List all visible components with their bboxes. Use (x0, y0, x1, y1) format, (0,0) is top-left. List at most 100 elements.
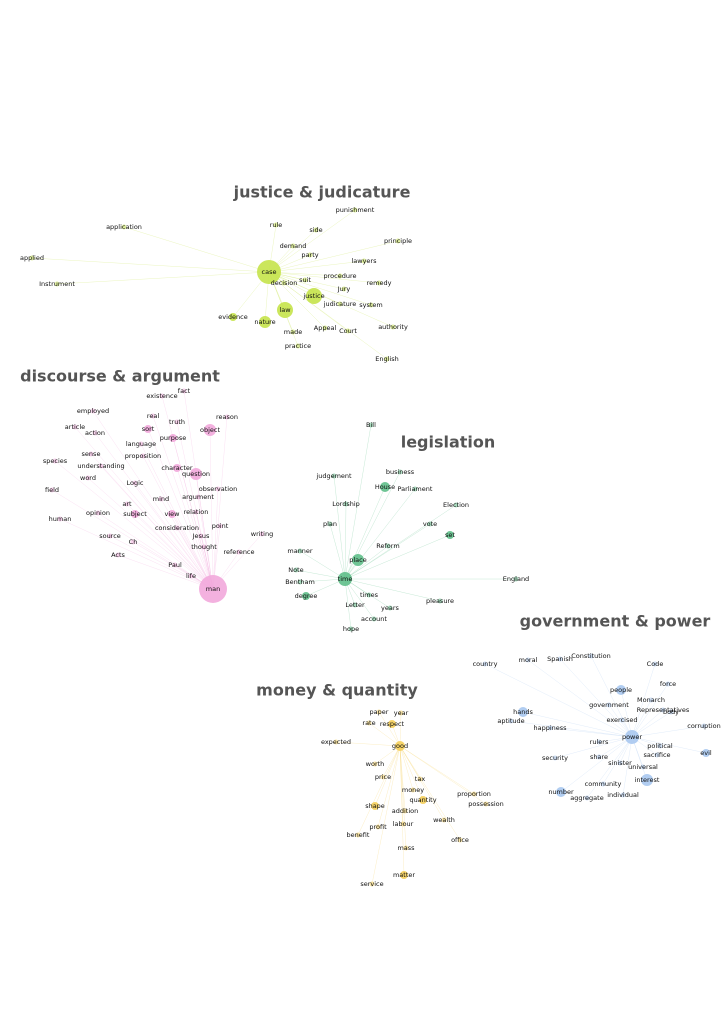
node-dot (617, 760, 623, 766)
edge (522, 711, 633, 738)
edge (378, 711, 401, 747)
node-label: business (386, 468, 415, 476)
node-dot (702, 749, 710, 757)
node-dot (297, 579, 303, 585)
node-label: interest (635, 776, 660, 784)
node-label: thought (191, 543, 217, 551)
node-dot (652, 661, 658, 667)
node-dot (457, 837, 463, 843)
node-label: House (375, 483, 395, 491)
edge (195, 473, 214, 590)
node-dot (172, 562, 178, 568)
node-dot (376, 280, 382, 286)
node-label: case (262, 268, 277, 276)
node-label: set (445, 531, 455, 539)
node-label: evil (700, 749, 712, 757)
node-label: universal (628, 763, 658, 771)
node-dot (72, 424, 78, 430)
node-label: Representatives (637, 706, 690, 714)
edge (299, 578, 346, 583)
edge (54, 460, 214, 590)
edge (97, 512, 214, 590)
node-dot (257, 260, 281, 284)
edge (377, 745, 401, 828)
edge (123, 226, 270, 273)
node-dot (620, 792, 626, 798)
node-label: observation (199, 485, 237, 493)
node-dot (376, 709, 382, 715)
node-dot (398, 710, 404, 716)
node-dot (397, 469, 403, 475)
node-label: system (359, 301, 383, 309)
node-label: human (49, 515, 72, 523)
node-label: party (301, 251, 318, 259)
edge (399, 745, 445, 821)
node-dot (195, 494, 201, 500)
node-label: Jesus (192, 532, 210, 540)
node-dot (552, 755, 558, 761)
edge (399, 745, 414, 791)
edge (374, 745, 401, 807)
node-dot (385, 543, 391, 549)
node-dot (277, 302, 293, 318)
edge (333, 475, 346, 580)
edge (268, 271, 394, 328)
node-dot (547, 725, 553, 731)
node-label: vote (423, 520, 437, 528)
node-label: money (402, 786, 424, 794)
node-dot (190, 468, 202, 480)
node-dot (130, 539, 136, 545)
node-dot (352, 207, 358, 213)
edge (399, 745, 407, 849)
node-label: character (161, 464, 192, 472)
node-dot (92, 430, 98, 436)
node-label: happiness (533, 724, 567, 732)
node-label: object (200, 426, 220, 434)
edge (305, 578, 346, 597)
node-label: body (663, 708, 679, 716)
node-dot (390, 324, 396, 330)
edge (268, 271, 388, 360)
node-label: procedure (324, 272, 357, 280)
node-label: understanding (77, 462, 124, 470)
node-label: Reform (376, 542, 399, 550)
edge (268, 240, 399, 273)
node-dot (384, 356, 390, 362)
edge (559, 658, 633, 738)
node-label: sacrifice (643, 751, 670, 759)
node-label: account (361, 615, 387, 623)
node-dot (144, 425, 152, 433)
edge (142, 455, 214, 590)
node-dot (54, 281, 60, 287)
edge (299, 550, 346, 580)
node-label: law (279, 306, 291, 314)
edge (484, 663, 633, 738)
edge (631, 736, 707, 754)
edge (147, 428, 214, 590)
edge (268, 271, 326, 329)
node-label: matter (393, 871, 415, 879)
node-label: practice (285, 342, 311, 350)
node-dot (368, 302, 374, 308)
node-label: principle (384, 237, 412, 245)
node-dot (290, 243, 296, 249)
node-label: tax (415, 775, 426, 783)
node-dot (355, 832, 361, 838)
node-label: people (610, 686, 632, 694)
node-dot (525, 657, 531, 663)
node-label: Letter (345, 601, 365, 609)
node-label: time (338, 575, 353, 583)
edge (602, 736, 633, 785)
edge (31, 257, 270, 273)
edge (176, 467, 214, 590)
edge (631, 711, 672, 738)
node-dot (619, 717, 625, 723)
node-label: Lordship (332, 500, 360, 508)
cluster-label: legislation (401, 433, 496, 452)
node-dot (181, 388, 187, 394)
edge (357, 745, 401, 836)
node-label: Appeal (314, 324, 337, 332)
edge (268, 271, 380, 284)
node-label: article (65, 423, 85, 431)
node-dot (215, 486, 221, 492)
